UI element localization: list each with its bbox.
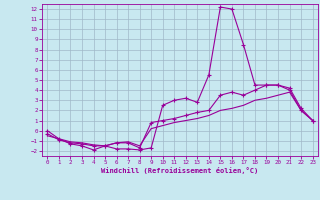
X-axis label: Windchill (Refroidissement éolien,°C): Windchill (Refroidissement éolien,°C) [101,167,259,174]
